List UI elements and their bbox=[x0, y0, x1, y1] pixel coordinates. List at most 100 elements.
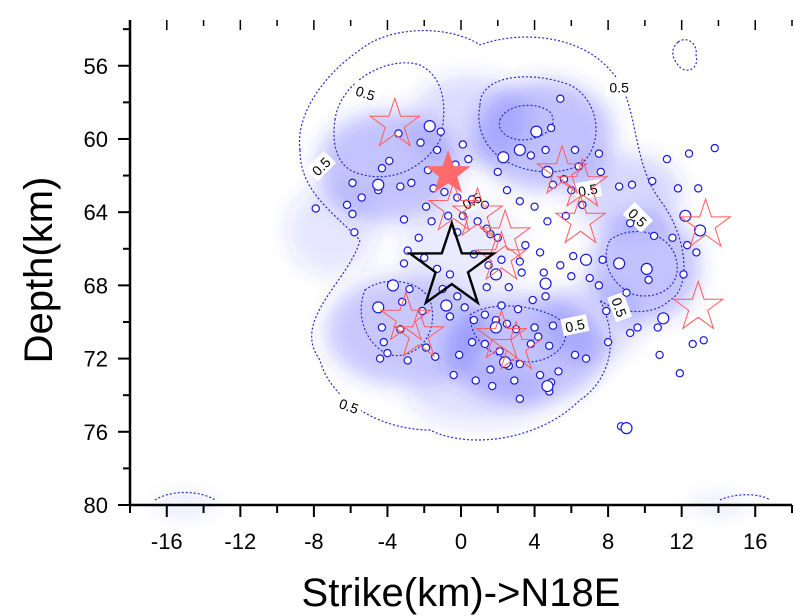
event-marker bbox=[684, 149, 694, 158]
event-marker bbox=[311, 204, 320, 213]
contour-label: 0.5 bbox=[337, 395, 361, 417]
event-marker-large bbox=[513, 143, 526, 157]
contour-label-group: 0.5 bbox=[350, 80, 381, 105]
event-marker bbox=[440, 187, 449, 197]
contour-line bbox=[154, 491, 216, 501]
event-marker bbox=[480, 200, 490, 210]
x-axis-label: Strike(km)->N18E bbox=[302, 571, 621, 615]
event-marker-large bbox=[423, 120, 436, 133]
event-marker bbox=[414, 233, 423, 242]
event-marker bbox=[602, 306, 611, 316]
x-tick-label: 4 bbox=[528, 529, 540, 554]
event-marker bbox=[357, 193, 366, 202]
event-marker bbox=[649, 231, 659, 241]
event-marker-large bbox=[386, 279, 400, 292]
event-marker bbox=[493, 167, 502, 177]
event-marker bbox=[454, 350, 464, 360]
event-marker bbox=[598, 255, 607, 264]
event-marker bbox=[397, 297, 407, 307]
event-marker bbox=[554, 367, 563, 376]
event-marker bbox=[535, 370, 545, 380]
event-marker bbox=[436, 127, 445, 136]
event-marker bbox=[545, 341, 554, 350]
x-tick-label: -12 bbox=[224, 529, 256, 554]
contour-label-group: 0.5 bbox=[607, 292, 633, 323]
event-marker bbox=[480, 310, 490, 319]
event-marker-large bbox=[539, 277, 552, 290]
outline-star bbox=[478, 208, 532, 259]
event-marker bbox=[679, 270, 688, 279]
event-marker bbox=[513, 304, 523, 314]
mainshock-star bbox=[406, 219, 498, 306]
outline-star bbox=[427, 180, 480, 231]
event-marker bbox=[515, 394, 525, 404]
filled-star bbox=[425, 150, 471, 193]
event-marker bbox=[348, 209, 357, 219]
event-marker bbox=[504, 283, 514, 292]
event-marker-large bbox=[613, 257, 626, 270]
outline-star bbox=[671, 279, 725, 330]
event-marker bbox=[625, 218, 635, 228]
event-marker bbox=[662, 154, 672, 164]
event-marker bbox=[622, 288, 631, 297]
event-marker bbox=[385, 156, 394, 166]
event-marker bbox=[539, 268, 548, 277]
x-tick-label: -8 bbox=[304, 529, 324, 554]
contour-label-bg bbox=[560, 314, 590, 337]
event-marker bbox=[596, 167, 605, 177]
event-marker bbox=[379, 337, 388, 347]
event-marker bbox=[581, 354, 591, 363]
event-marker bbox=[515, 196, 525, 206]
event-marker bbox=[546, 123, 556, 133]
outline-star bbox=[489, 319, 543, 370]
event-marker bbox=[445, 312, 455, 321]
event-marker bbox=[682, 240, 692, 250]
event-marker bbox=[585, 273, 594, 283]
outline-star bbox=[392, 307, 445, 358]
event-marker bbox=[653, 323, 662, 332]
event-marker bbox=[614, 182, 624, 191]
y-tick-label: 80 bbox=[84, 493, 108, 518]
event-marker bbox=[502, 186, 512, 195]
event-marker bbox=[603, 337, 613, 347]
x-tick-label: -4 bbox=[378, 529, 398, 554]
event-marker-large bbox=[530, 125, 543, 138]
event-marker-large bbox=[440, 299, 453, 312]
event-marker bbox=[526, 151, 536, 160]
event-marker bbox=[556, 94, 565, 103]
contour-label-group: 0.5 bbox=[560, 314, 590, 337]
event-marker bbox=[431, 352, 440, 361]
event-marker bbox=[396, 182, 405, 191]
contour-label: 0.5 bbox=[354, 83, 378, 104]
event-marker bbox=[427, 217, 436, 226]
contour-label-group: 0.5 bbox=[606, 78, 633, 96]
event-marker bbox=[710, 143, 719, 153]
event-marker bbox=[625, 328, 635, 338]
density-blob bbox=[409, 365, 550, 426]
event-marker bbox=[535, 248, 545, 257]
event-marker bbox=[348, 178, 357, 188]
event-marker bbox=[699, 336, 708, 345]
contour-label-group: 0.5 bbox=[333, 393, 365, 419]
x-tick-label: 16 bbox=[743, 529, 767, 554]
event-marker bbox=[377, 164, 387, 173]
event-marker bbox=[548, 321, 558, 330]
event-marker bbox=[534, 332, 543, 341]
contour-label: 0.5 bbox=[608, 295, 630, 319]
axes: -16 -12 -8 -4 0 4 8 12 16 56 60 64 68 72 76 80 bbox=[84, 20, 793, 554]
event-marker bbox=[421, 202, 431, 211]
event-marker bbox=[403, 356, 412, 365]
event-marker bbox=[464, 154, 473, 164]
event-marker bbox=[515, 257, 525, 266]
event-marker bbox=[570, 145, 580, 155]
outline-star bbox=[368, 96, 422, 147]
event-marker bbox=[517, 268, 526, 277]
event-marker bbox=[495, 347, 504, 356]
event-marker bbox=[692, 248, 701, 257]
contour-line bbox=[360, 280, 434, 357]
event-marker bbox=[688, 339, 697, 349]
y-tick-label: 60 bbox=[84, 127, 108, 152]
y-axis-label: Depth(km) bbox=[17, 177, 61, 364]
event-marker bbox=[377, 323, 387, 332]
contour-label: 0.5 bbox=[564, 316, 587, 336]
